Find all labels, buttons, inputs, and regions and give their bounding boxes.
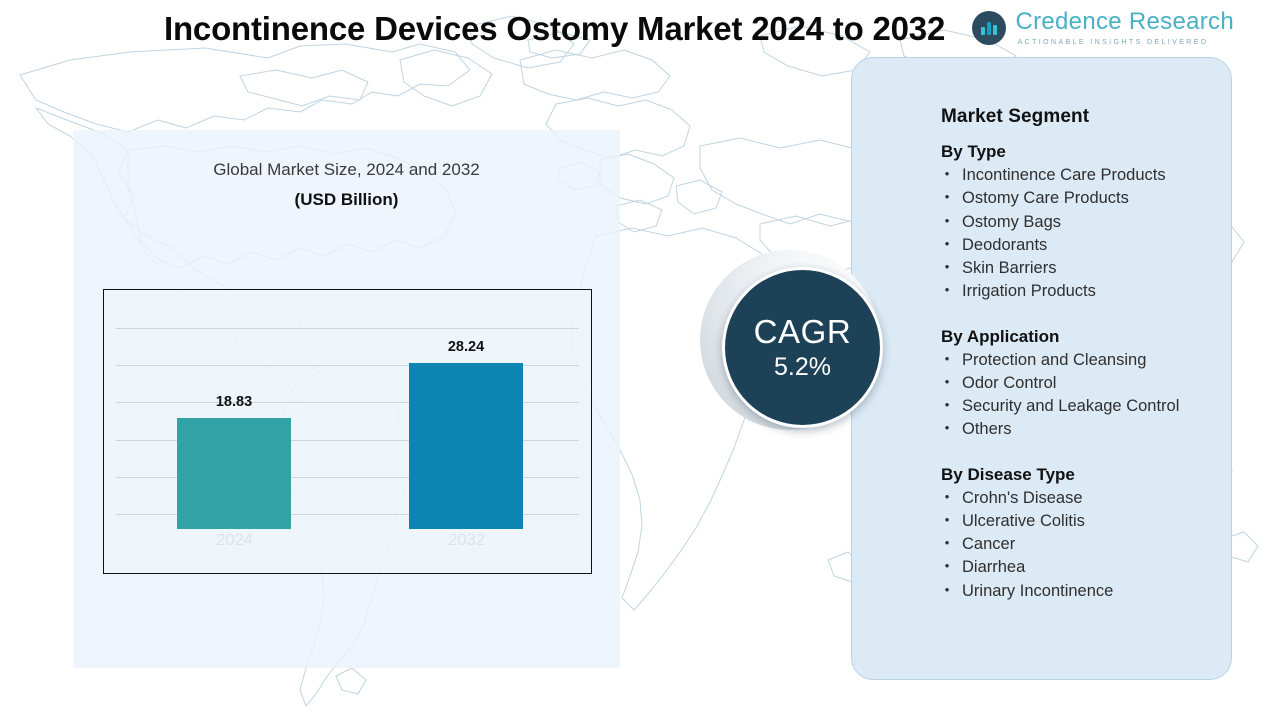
cagr-badge: CAGR 5.2% xyxy=(722,267,883,428)
bullet-icon: • xyxy=(944,397,950,413)
segment-group: By Type • Incontinence Care Products • Ostom… xyxy=(941,142,1231,303)
list-item: • Urinary Incontinence xyxy=(941,580,1231,602)
cagr-value: 5.2% xyxy=(774,353,831,381)
list-item-label: Cancer xyxy=(962,535,1016,554)
bar-2024 xyxy=(177,418,291,529)
list-item-label: Skin Barriers xyxy=(962,259,1057,278)
list-item-label: Protection and Cleansing xyxy=(962,350,1147,369)
bar-group: 18.83 xyxy=(177,329,291,529)
bullet-icon: • xyxy=(944,259,950,275)
chart-units-label: (USD Billion) xyxy=(294,190,399,209)
list-item-label: Security and Leakage Control xyxy=(962,397,1180,416)
segment-heading: By Type xyxy=(941,142,1006,161)
bar-chart: 18.83 28.24 xyxy=(103,289,592,574)
list-item-label: Diarrhea xyxy=(962,558,1026,577)
bullet-icon: • xyxy=(944,373,950,389)
brand-name: Credence Research xyxy=(1015,8,1234,35)
bullet-icon: • xyxy=(944,420,950,436)
bullet-icon: • xyxy=(944,488,950,504)
list-item-label: Ulcerative Colitis xyxy=(962,511,1085,530)
list-item: • Cancer xyxy=(941,533,1231,555)
list-item: • Others xyxy=(941,418,1231,440)
bullet-icon: • xyxy=(944,212,950,228)
list-item: • Crohn's Disease xyxy=(941,487,1231,509)
list-item-label: Crohn's Disease xyxy=(962,488,1083,507)
bullet-icon: • xyxy=(944,166,950,181)
bar-value-label: 18.83 xyxy=(215,394,253,410)
list-item: • Ostomy Bags xyxy=(941,211,1231,233)
bar-group: 28.24 xyxy=(409,329,523,529)
bar-chart-circle-icon xyxy=(972,10,1007,45)
segment-heading: By Disease Type xyxy=(941,464,1075,484)
list-item: • Skin Barriers xyxy=(941,257,1231,279)
cagr-label: CAGR xyxy=(753,313,852,350)
bullet-icon: • xyxy=(944,282,950,298)
brand-text: Credence Research Actionable Insights De… xyxy=(1015,8,1234,46)
list-item: • Protection and Cleansing xyxy=(941,349,1231,371)
brand-logo: Credence Research Actionable Insights De… xyxy=(972,10,1234,45)
list-item: • Incontinence Care Products xyxy=(941,164,1231,186)
list-item-label: Urinary Incontinence xyxy=(962,581,1114,600)
list-item-label: Deodorants xyxy=(962,235,1048,254)
list-item: • Ulcerative Colitis xyxy=(941,510,1231,532)
brand-tagline: Actionable Insights Delivered xyxy=(1017,37,1209,46)
list-item-label: Others xyxy=(962,420,1012,439)
bullet-icon: • xyxy=(944,535,950,551)
bullet-icon: • xyxy=(944,581,950,597)
list-item-label: Odor Control xyxy=(962,373,1057,392)
list-item: • Deodorants xyxy=(941,234,1231,256)
list-item: • Ostomy Care Products xyxy=(941,187,1231,209)
market-segment-groups: By Type • Incontinence Care Products • Ostom… xyxy=(941,142,1231,602)
chart-title: Global Market Size, 2024 and 2032 xyxy=(213,160,480,179)
segment-group: By Disease Type • Crohn's Disease • Ulcerati… xyxy=(941,465,1231,602)
list-item: • Irrigation Products xyxy=(941,280,1231,302)
list-item-label: Ostomy Care Products xyxy=(962,189,1129,208)
market-segment-title: Market Segment xyxy=(941,106,1090,127)
segment-heading: By Application xyxy=(941,326,1060,346)
market-segment-content: Market Segment By Type • Incontinence Care… xyxy=(941,106,1231,602)
list-item-label: Ostomy Bags xyxy=(962,212,1062,231)
list-item: • Security and Leakage Control xyxy=(941,395,1231,417)
bar-value-label: 28.24 xyxy=(447,339,485,355)
bar-2032 xyxy=(409,363,523,529)
list-item: • Diarrhea xyxy=(941,556,1231,578)
bullet-icon: • xyxy=(944,511,950,527)
bullet-icon: • xyxy=(944,189,950,205)
list-item-label: Incontinence Care Products xyxy=(962,166,1166,184)
segment-group: By Application • Protection and Cleansing •… xyxy=(941,327,1231,441)
chart-bars: 18.83 28.24 xyxy=(104,329,591,529)
list-item-label: Irrigation Products xyxy=(962,282,1096,301)
bullet-icon: • xyxy=(944,235,950,251)
page-title: Incontinence Devices Ostomy Market 2024 … xyxy=(164,10,946,47)
list-item: • Odor Control xyxy=(941,372,1231,394)
bullet-icon: • xyxy=(944,558,950,574)
bullet-icon: • xyxy=(944,350,950,366)
